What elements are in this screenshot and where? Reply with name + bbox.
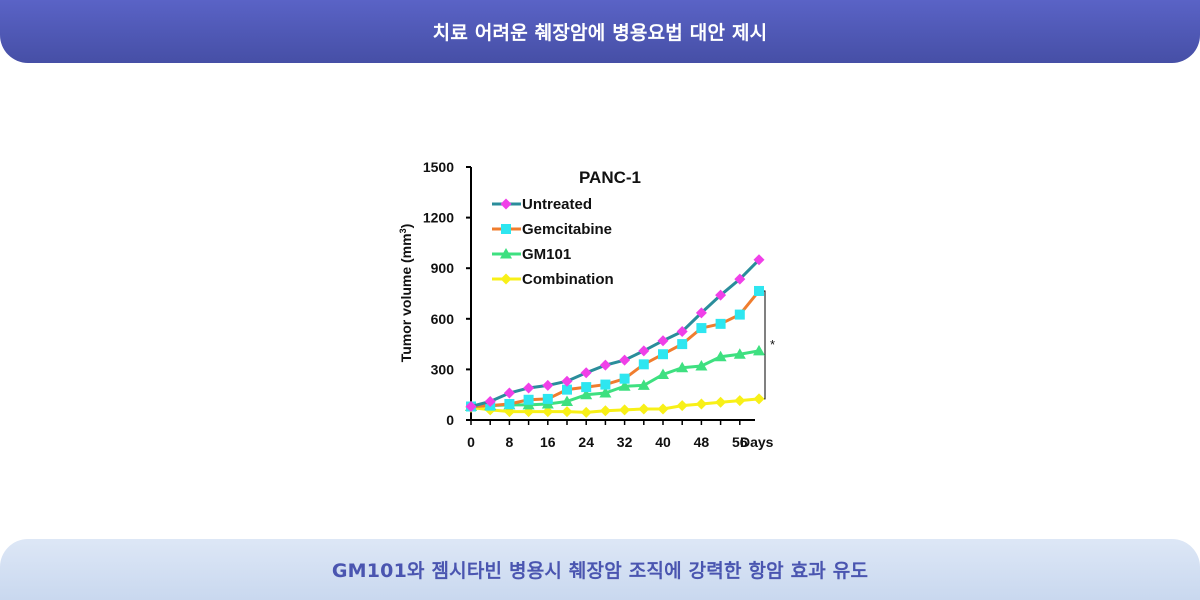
header-banner: 치료 어려운 췌장암에 병용요법 대안 제시 bbox=[0, 0, 1200, 63]
y-tick-label: 600 bbox=[431, 311, 455, 327]
data-point bbox=[676, 325, 688, 337]
legend-item: GM101 bbox=[492, 246, 571, 263]
chart-legend: Untreated Gemcitabine GM101 Combination bbox=[492, 196, 614, 288]
x-tick-label: 40 bbox=[655, 434, 671, 450]
data-point bbox=[599, 405, 611, 417]
data-point bbox=[542, 406, 554, 418]
data-point bbox=[734, 309, 745, 320]
x-axis-label: Days bbox=[740, 434, 774, 450]
data-point bbox=[715, 289, 727, 301]
x-tick-label: 8 bbox=[506, 434, 514, 450]
legend-label: GM101 bbox=[522, 246, 571, 263]
data-point bbox=[676, 361, 689, 373]
data-point bbox=[465, 401, 477, 413]
chart-title: PANC-1 bbox=[579, 168, 641, 187]
legend-item: Combination bbox=[492, 271, 614, 288]
data-point bbox=[657, 403, 669, 415]
legend-marker bbox=[500, 273, 512, 285]
legend-marker bbox=[500, 248, 512, 259]
data-point bbox=[523, 394, 534, 405]
legend-label: Gemcitabine bbox=[522, 221, 612, 238]
data-point bbox=[580, 406, 592, 418]
data-point bbox=[562, 384, 572, 395]
y-tick-label: 900 bbox=[431, 260, 455, 276]
legend-item: Gemcitabine bbox=[492, 221, 612, 238]
data-point bbox=[484, 395, 496, 407]
data-point bbox=[619, 373, 630, 384]
data-point bbox=[695, 398, 707, 410]
data-point bbox=[523, 382, 535, 394]
data-point bbox=[695, 307, 707, 319]
legend-label: Combination bbox=[522, 271, 614, 288]
data-point bbox=[733, 348, 746, 359]
data-point bbox=[580, 388, 593, 400]
y-tick-label: 0 bbox=[446, 412, 454, 428]
data-point bbox=[696, 323, 707, 334]
data-point bbox=[637, 379, 650, 390]
x-tick-label: 32 bbox=[617, 434, 633, 450]
y-tick-label: 300 bbox=[431, 361, 455, 377]
data-point bbox=[503, 387, 515, 399]
data-point bbox=[734, 395, 746, 407]
footer-caption: GM101와 젬시타빈 병용시 췌장암 조직에 강력한 항암 효과 유도 bbox=[331, 560, 869, 582]
data-point bbox=[753, 344, 765, 356]
data-point bbox=[753, 393, 765, 405]
x-tick-label: 56 bbox=[732, 434, 748, 450]
footer-banner: GM101와 젬시타빈 병용시 췌장암 조직에 강력한 항암 효과 유도 bbox=[0, 539, 1200, 600]
data-point bbox=[580, 367, 592, 379]
data-point bbox=[600, 379, 611, 390]
legend-item: Untreated bbox=[492, 196, 592, 213]
data-point bbox=[599, 359, 611, 371]
data-point bbox=[542, 393, 553, 404]
significance-label: * bbox=[770, 337, 775, 352]
data-point bbox=[754, 285, 764, 296]
data-point bbox=[504, 398, 515, 409]
data-point bbox=[638, 403, 650, 415]
data-point bbox=[676, 400, 688, 412]
data-point bbox=[695, 360, 708, 371]
x-tick-label: 24 bbox=[578, 434, 594, 450]
data-point bbox=[542, 379, 554, 391]
data-point bbox=[658, 349, 668, 360]
data-point bbox=[657, 335, 669, 347]
data-point bbox=[561, 406, 573, 418]
data-point bbox=[715, 396, 727, 408]
y-tick-label: 1500 bbox=[423, 159, 454, 175]
data-point bbox=[619, 354, 631, 366]
legend-label: Untreated bbox=[522, 196, 592, 213]
significance-bracket bbox=[755, 290, 766, 400]
legend-marker bbox=[500, 198, 512, 210]
y-tick-label: 1200 bbox=[423, 210, 454, 226]
chart-series bbox=[465, 254, 765, 418]
data-point bbox=[599, 387, 612, 398]
data-point bbox=[638, 359, 649, 370]
series-untreated bbox=[465, 254, 765, 413]
y-axis-label: Tumor volume (mm3) bbox=[398, 224, 414, 363]
header-title: 치료 어려운 췌장암에 병용요법 대안 제시 bbox=[432, 22, 768, 44]
data-point bbox=[734, 273, 746, 285]
x-tick-label: 0 bbox=[467, 434, 475, 450]
data-point bbox=[657, 368, 669, 379]
legend-marker bbox=[501, 224, 511, 234]
data-point bbox=[581, 382, 592, 393]
x-tick-label: 16 bbox=[540, 434, 556, 450]
data-point bbox=[561, 395, 573, 406]
series-line bbox=[470, 397, 760, 414]
series-line bbox=[470, 349, 760, 409]
data-point bbox=[715, 318, 726, 329]
data-point bbox=[561, 375, 573, 387]
data-point bbox=[753, 254, 765, 266]
data-point bbox=[677, 339, 688, 350]
data-point bbox=[619, 404, 631, 416]
data-point bbox=[714, 350, 727, 362]
series-line bbox=[470, 290, 761, 409]
data-point bbox=[638, 345, 650, 357]
series-line bbox=[470, 258, 761, 408]
x-tick-label: 48 bbox=[694, 434, 710, 450]
data-point bbox=[618, 380, 631, 391]
